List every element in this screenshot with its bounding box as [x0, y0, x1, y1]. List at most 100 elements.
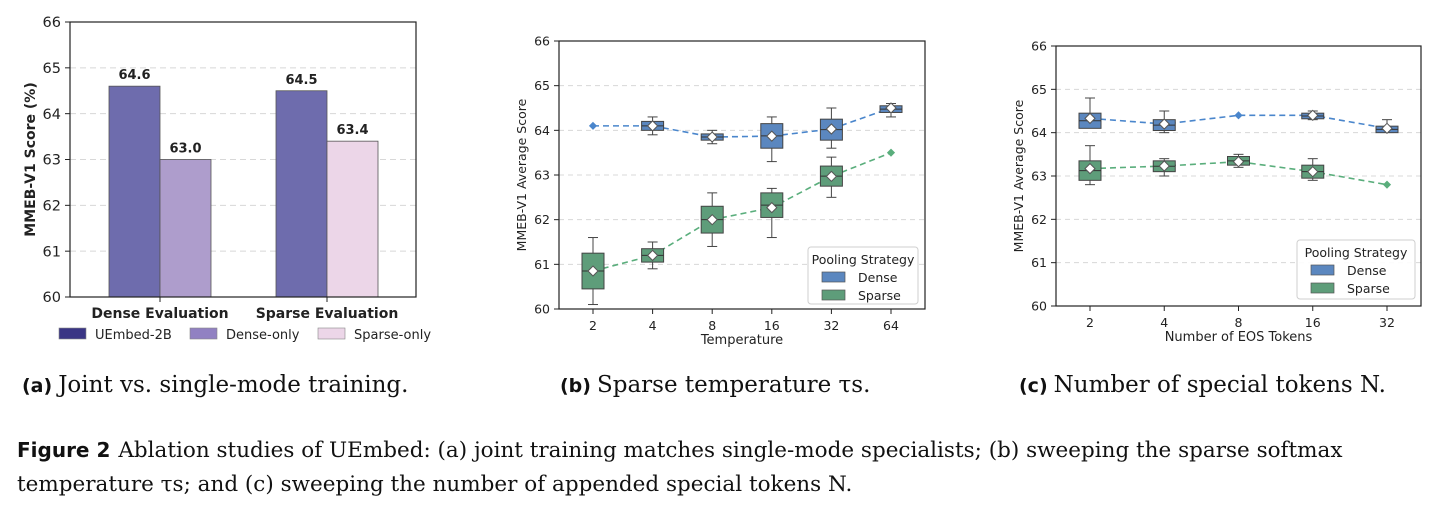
legend-title: Pooling Strategy: [812, 252, 915, 267]
legend-swatch: [1310, 282, 1335, 294]
chart-c-eos-tokens: 60 61 62 63 64 65 66 2 4 8 16 32 Number of EOS Token…: [1011, 39, 1422, 345]
x-tick-label: 2: [589, 318, 597, 333]
chart-a-joint-vs-single: 60 61 62 63 64 65 66 64.6 63.0 Dense Evaluation 64…: [23, 15, 431, 343]
bar: [108, 85, 161, 298]
y-tick-label: 63: [43, 153, 61, 169]
mean-marker: [1158, 118, 1170, 130]
y-tick-label: 66: [43, 15, 61, 31]
mean-marker: [766, 201, 778, 214]
x-axis-label: Temperature: [700, 333, 783, 348]
mean-marker: [1381, 122, 1393, 135]
legend-swatch: [821, 289, 846, 301]
y-tick-label: 66: [534, 34, 550, 49]
subcaption-a: (a) Joint vs. single-mode training.: [22, 372, 408, 398]
mean-marker: [646, 249, 659, 262]
series-line: [593, 107, 892, 138]
legend-title: Pooling Strategy: [1305, 245, 1408, 260]
legend-swatch: [189, 327, 218, 340]
mean-marker: [825, 170, 838, 183]
mean-marker: [706, 131, 718, 143]
figure-caption-text: Ablation studies of UEmbed: (a) joint tr…: [17, 438, 1343, 497]
y-tick-label: 62: [1031, 212, 1047, 227]
subcaption-b: (b) Sparse temperature τs.: [560, 372, 870, 398]
mean-marker: [886, 148, 896, 157]
bar-data-label: 64.5: [285, 73, 317, 88]
subcaption-a-tag: (a): [22, 375, 53, 397]
y-tick-label: 61: [43, 244, 61, 260]
legend-label: Dense-only: [226, 328, 300, 343]
mean-marker: [1084, 162, 1096, 175]
x-tick-label: 8: [708, 318, 716, 333]
x-tick-label: 2: [1086, 315, 1094, 330]
bar: [326, 140, 379, 298]
mean-marker: [646, 120, 659, 132]
mean-marker: [587, 265, 599, 277]
y-axis-label: MMEB-V1 Average Score: [514, 98, 529, 251]
mean-marker: [1307, 109, 1319, 122]
y-tick-label: 65: [43, 61, 61, 77]
mean-marker: [1307, 165, 1319, 178]
subcaption-a-text: Joint vs. single-mode training.: [58, 372, 409, 398]
mean-marker: [706, 213, 718, 226]
x-tick-label: 32: [1379, 315, 1395, 330]
plot-frame: [1055, 45, 1422, 307]
y-tick-label: 60: [1031, 299, 1047, 314]
subcaption-c: (c) Number of special tokens N.: [1019, 372, 1386, 398]
x-tick-label: 16: [764, 318, 780, 333]
y-tick-label: 65: [1031, 82, 1047, 97]
figure-caption-tag: Figure 2: [17, 438, 111, 462]
y-tick-label: 63: [1031, 169, 1047, 184]
legend-label: Sparse-only: [354, 328, 431, 343]
y-axis-label: MMEB-V1 Score (%): [23, 82, 39, 236]
bar: [159, 159, 212, 298]
x-tick-label: 8: [1235, 315, 1243, 330]
y-tick-label: 64: [1031, 125, 1047, 140]
legend-label: Sparse: [858, 288, 901, 303]
legend-label: Dense: [1347, 263, 1387, 278]
bar-data-label: 63.0: [169, 142, 201, 157]
bar-data-label: 64.6: [118, 68, 150, 83]
legend-label: Sparse: [1347, 281, 1390, 296]
subcaption-c-text: Number of special tokens N.: [1053, 372, 1386, 398]
subcaption-b-tag: (b): [560, 375, 591, 397]
y-tick-label: 65: [534, 78, 550, 93]
y-tick-label: 64: [43, 107, 61, 123]
legend-swatch: [317, 327, 346, 340]
mean-marker: [1382, 180, 1392, 189]
mean-marker: [885, 102, 897, 114]
x-tick-label: Sparse Evaluation: [256, 306, 399, 322]
y-axis-label: MMEB-V1 Average Score: [1011, 99, 1026, 252]
x-tick-label: 32: [823, 318, 839, 333]
x-tick-label: Dense Evaluation: [91, 306, 228, 322]
legend-label: Dense: [858, 270, 898, 285]
bar: [275, 90, 328, 298]
x-tick-label: 4: [649, 318, 657, 333]
bar-data-label: 63.4: [336, 123, 368, 138]
x-axis-label: Number of EOS Tokens: [1165, 330, 1313, 345]
mean-marker: [1084, 112, 1096, 125]
x-tick-label: 64: [883, 318, 899, 333]
legend-swatch: [58, 327, 87, 340]
mean-marker: [588, 121, 598, 130]
mean-marker: [766, 130, 778, 142]
chart-b-temperature: 60 61 62 63 64 65 66 2 4 8 16 32 64 Temperature MMEB-V…: [514, 34, 926, 348]
y-tick-label: 62: [534, 212, 550, 227]
figure-caption: Figure 2 Ablation studies of UEmbed: (a) …: [17, 433, 1429, 502]
legend-swatch: [1310, 264, 1335, 276]
mean-marker: [1232, 155, 1245, 168]
y-tick-label: 61: [1031, 255, 1047, 270]
legend-swatch: [821, 271, 846, 283]
mean-marker: [1234, 111, 1243, 120]
plot-frame: [69, 21, 417, 298]
x-tick-label: 4: [1160, 315, 1168, 330]
y-tick-label: 62: [43, 199, 61, 215]
y-tick-label: 64: [534, 123, 550, 138]
mean-marker: [825, 123, 838, 135]
mean-marker: [1158, 160, 1170, 172]
y-tick-label: 60: [43, 290, 61, 306]
x-tick-label: 16: [1305, 315, 1321, 330]
subcaption-c-tag: (c): [1019, 375, 1048, 397]
y-tick-label: 63: [534, 168, 550, 183]
legend-label: UEmbed-2B: [95, 328, 172, 343]
